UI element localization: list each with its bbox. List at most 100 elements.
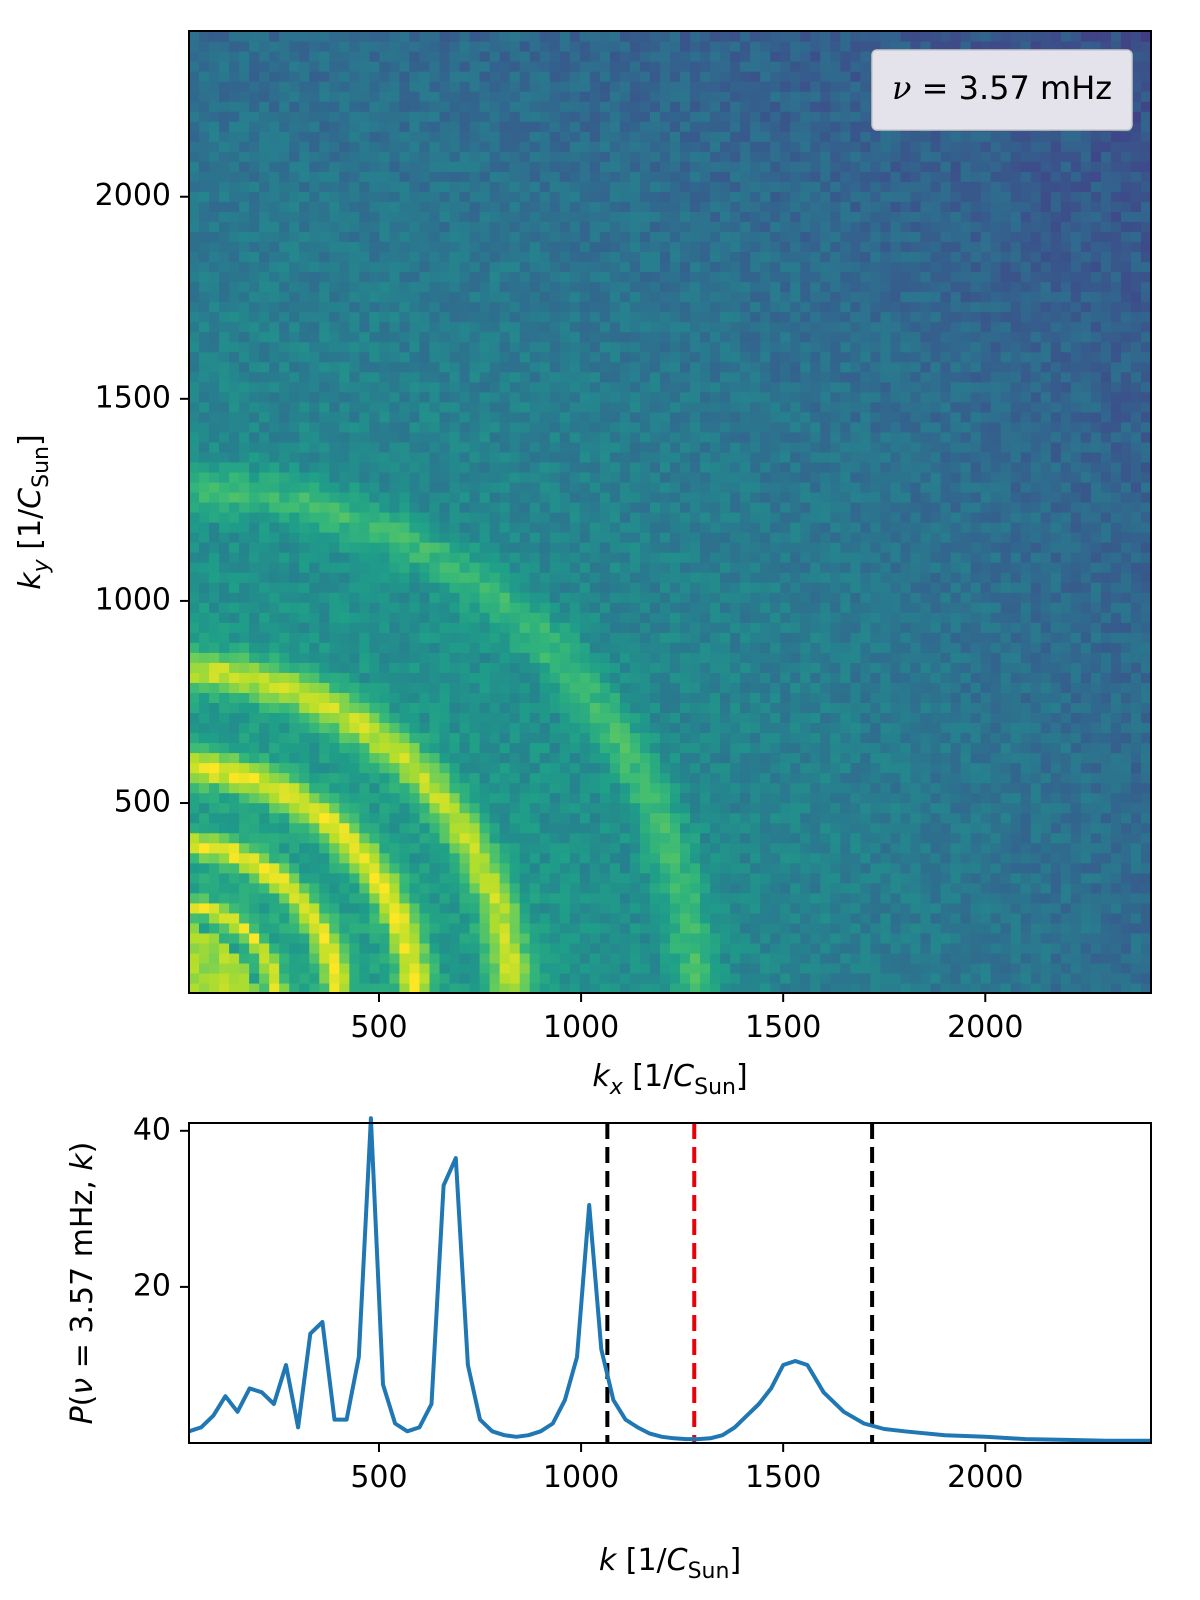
heatmap-cell bbox=[1030, 552, 1042, 563]
heatmap-cell bbox=[960, 842, 972, 854]
heatmap-cell bbox=[680, 602, 691, 613]
heatmap-cell bbox=[810, 501, 821, 513]
heatmap-cell bbox=[1110, 762, 1122, 774]
heatmap-cell bbox=[940, 762, 952, 774]
heatmap-cell bbox=[609, 712, 621, 724]
heatmap-cell bbox=[479, 491, 491, 503]
heatmap-cell bbox=[389, 612, 401, 623]
heatmap-cell bbox=[199, 982, 210, 994]
heatmap-cell bbox=[589, 972, 601, 984]
heatmap-cell bbox=[870, 842, 882, 854]
heatmap-cell bbox=[930, 732, 942, 744]
heatmap-cell bbox=[930, 522, 942, 533]
heatmap-cell bbox=[940, 972, 952, 984]
heatmap-cell bbox=[299, 471, 310, 483]
heatmap-cell bbox=[910, 592, 922, 603]
heatmap-cell bbox=[409, 882, 421, 894]
heatmap-cell bbox=[880, 892, 892, 904]
heatmap-cell bbox=[880, 862, 892, 874]
heatmap-cell bbox=[930, 471, 942, 483]
heatmap-cell bbox=[820, 772, 831, 784]
heatmap-cell bbox=[1000, 612, 1012, 623]
heatmap-cell bbox=[459, 952, 471, 964]
heatmap-cell bbox=[760, 822, 771, 834]
heatmap-cell bbox=[409, 742, 421, 754]
heatmap-cell bbox=[940, 862, 952, 874]
heatmap-cell bbox=[659, 582, 671, 593]
heatmap-cell bbox=[439, 862, 451, 874]
heatmap-cell bbox=[1080, 802, 1092, 814]
heatmap-cell bbox=[309, 672, 320, 683]
heatmap-cell bbox=[299, 762, 310, 774]
heatmap-cell bbox=[840, 732, 851, 744]
heatmap-cell bbox=[459, 562, 471, 573]
heatmap-cell bbox=[950, 702, 962, 714]
heatmap-cell bbox=[279, 712, 290, 724]
heatmap-cell bbox=[920, 902, 932, 914]
heatmap-cell bbox=[549, 662, 561, 673]
heatmap-cell bbox=[269, 672, 280, 683]
heatmap-cell bbox=[940, 722, 952, 734]
heatmap-cell bbox=[329, 612, 340, 623]
heatmap-cell bbox=[279, 672, 290, 683]
heatmap-cell bbox=[459, 471, 471, 483]
heatmap-cell bbox=[890, 692, 902, 703]
heatmap-cell bbox=[1130, 712, 1142, 724]
heatmap-cell bbox=[770, 942, 781, 954]
heatmap-cell bbox=[229, 592, 240, 603]
heatmap-cell bbox=[960, 922, 972, 934]
heatmap-cell bbox=[1040, 702, 1052, 714]
heatmap-cell bbox=[900, 852, 912, 864]
heatmap-cell bbox=[990, 612, 1002, 623]
heatmap-cell bbox=[289, 471, 300, 483]
heatmap-cell bbox=[1020, 912, 1032, 924]
heatmap-cell bbox=[559, 522, 571, 533]
heatmap-cell bbox=[499, 882, 511, 894]
heatmap-cell bbox=[399, 962, 411, 974]
heatmap-cell bbox=[900, 972, 912, 984]
heatmap-cell bbox=[900, 842, 912, 854]
heatmap-cell bbox=[910, 932, 922, 944]
heatmap-cell bbox=[850, 782, 861, 794]
heatmap-cell bbox=[850, 642, 861, 653]
heatmap-cell bbox=[339, 481, 350, 493]
heatmap-cell bbox=[770, 512, 781, 523]
heatmap-cell bbox=[1010, 622, 1022, 633]
heatmap-cell bbox=[339, 842, 350, 854]
heatmap-cell bbox=[940, 522, 952, 533]
heatmap-cell bbox=[439, 812, 451, 824]
heatmap-cell bbox=[529, 582, 541, 593]
heatmap-cell bbox=[549, 602, 561, 613]
heatmap-cell bbox=[1110, 501, 1122, 513]
heatmap-cell bbox=[259, 682, 270, 693]
heatmap-cell bbox=[1010, 812, 1022, 824]
heatmap-cell bbox=[700, 882, 711, 894]
heatmap-cell bbox=[199, 872, 210, 884]
heatmap-cell bbox=[409, 562, 421, 573]
heatmap-cell bbox=[479, 602, 491, 613]
heatmap-cell bbox=[990, 742, 1002, 754]
heatmap-cell bbox=[960, 582, 972, 593]
heatmap-cell bbox=[830, 692, 841, 703]
heatmap-cell bbox=[1040, 552, 1052, 563]
heatmap-cell bbox=[1050, 932, 1062, 944]
heatmap-cell bbox=[820, 491, 831, 503]
heatmap-cell bbox=[479, 942, 491, 954]
heatmap-cell bbox=[489, 481, 501, 493]
heatmap-cell bbox=[790, 882, 801, 894]
heatmap-cell bbox=[309, 481, 320, 493]
heatmap-cell bbox=[379, 792, 391, 804]
heatmap-cell bbox=[970, 792, 982, 804]
heatmap-cell bbox=[710, 491, 721, 503]
heatmap-cell bbox=[319, 782, 330, 794]
heatmap-cell bbox=[1100, 532, 1112, 543]
heatmap-cell bbox=[890, 962, 902, 974]
heatmap-cell bbox=[970, 932, 982, 944]
heatmap-cell bbox=[1100, 622, 1112, 633]
heatmap-cell bbox=[1000, 662, 1012, 673]
heatmap-cell bbox=[249, 952, 260, 964]
heatmap-cell bbox=[229, 552, 240, 563]
heatmap-cell bbox=[569, 972, 581, 984]
heatmap-cell bbox=[559, 732, 571, 744]
heatmap-cell bbox=[1130, 902, 1142, 914]
